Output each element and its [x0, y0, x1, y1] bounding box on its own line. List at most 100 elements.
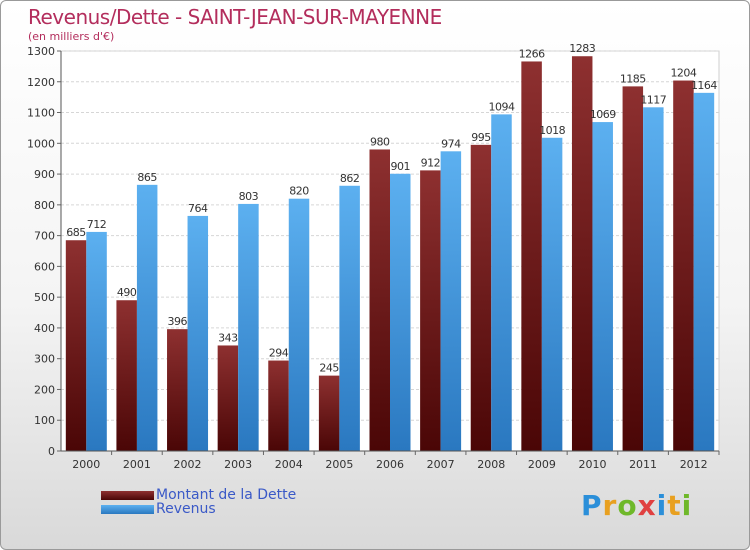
data-label-debt: 1266 [519, 47, 545, 60]
logo-letter: r [602, 489, 618, 522]
y-tick-label: 900 [34, 168, 55, 181]
bar-debt [470, 144, 492, 451]
x-tick-label: 2012 [680, 458, 708, 471]
y-tick-label: 800 [34, 199, 55, 212]
bar-revenus [491, 114, 512, 451]
data-label-revenus: 764 [188, 202, 208, 215]
x-tick-label: 2006 [376, 458, 404, 471]
bar-debt [521, 61, 542, 451]
bar-revenus [390, 173, 411, 451]
legend-label-debt: Montant de la Dette [156, 487, 297, 503]
data-label-revenus: 862 [340, 172, 360, 185]
x-tick-label: 2008 [477, 458, 505, 471]
data-label-debt: 343 [218, 331, 238, 344]
bar-debt [673, 80, 694, 452]
bar-debt [318, 375, 340, 451]
y-tick-label: 0 [48, 445, 55, 458]
x-tick-label: 2002 [174, 458, 202, 471]
bar-revenus [187, 215, 209, 451]
data-label-debt: 245 [319, 362, 339, 375]
bar-debt [65, 240, 87, 451]
y-tick-label: 1200 [27, 76, 55, 89]
data-label-revenus: 865 [137, 171, 157, 184]
x-tick-label: 2005 [325, 458, 353, 471]
bar-debt [217, 345, 239, 451]
chart-title: Revenus/Dette - SAINT-JEAN-SUR-MAYENNE [28, 5, 442, 29]
legend-swatch-revenus [101, 504, 154, 514]
bar-debt [622, 86, 644, 451]
data-label-revenus: 974 [441, 137, 461, 150]
y-tick-label: 200 [34, 383, 55, 396]
bar-revenus [643, 107, 664, 452]
bar-revenus [541, 137, 563, 451]
bar-revenus [592, 122, 613, 452]
data-label-debt: 1204 [670, 67, 696, 80]
data-label-debt: 912 [421, 156, 441, 169]
y-tick-label: 400 [34, 322, 55, 335]
data-label-debt: 294 [269, 347, 289, 360]
y-tick-label: 1100 [27, 107, 55, 120]
data-label-revenus: 1018 [539, 124, 565, 137]
y-tick-label: 500 [34, 291, 55, 304]
bar-revenus [238, 203, 259, 451]
axes: 0 100 200 300 400 500 600 700 800 900 1000 1100 1200… [27, 45, 720, 471]
x-tick-label: 2001 [123, 458, 151, 471]
y-tick-label: 600 [34, 260, 55, 273]
y-tick-label: 1000 [27, 137, 55, 150]
data-label-debt: 685 [66, 226, 86, 239]
x-tick-label: 2011 [629, 458, 657, 471]
logo-letter: t [667, 489, 682, 522]
data-label-revenus: 712 [87, 218, 107, 231]
data-label-revenus: 901 [391, 160, 411, 173]
y-tick-label: 1300 [27, 45, 55, 58]
data-label-debt: 1185 [620, 72, 646, 85]
data-label-revenus: 1117 [640, 93, 666, 106]
x-tick-label: 2010 [578, 458, 606, 471]
x-tick-label: 2004 [275, 458, 303, 471]
bar-revenus [440, 151, 462, 452]
legend-item-debt: Montant de la Dette [101, 487, 296, 503]
bar-debt [116, 300, 137, 451]
logo-letter: x [637, 489, 657, 522]
bar-debt [268, 360, 289, 451]
legend-item-revenus: Revenus [101, 501, 216, 517]
legend-label-revenus: Revenus [156, 501, 216, 517]
x-tick-label: 2007 [427, 458, 455, 471]
bar-debt [369, 149, 390, 451]
x-tick-label: 2009 [528, 458, 556, 471]
bar-revenus [86, 231, 107, 451]
bar-revenus [693, 92, 715, 451]
data-label-debt: 490 [117, 286, 137, 299]
data-label-revenus: 1069 [590, 108, 616, 121]
logo-letter: i [681, 489, 693, 522]
x-tick-label: 2003 [224, 458, 252, 471]
logo-letter: P [581, 489, 603, 522]
legend-swatch-debt [101, 490, 154, 500]
data-labels: 6857124908653967643438032948202458629809… [66, 42, 718, 375]
proxiti-logo: Proxiti [581, 489, 692, 522]
logo-letter: o [617, 489, 638, 522]
bar-revenus [339, 185, 360, 451]
y-tick-label: 700 [34, 230, 55, 243]
chart-subtitle: (en milliers d'€) [28, 30, 115, 43]
data-label-debt: 980 [370, 135, 390, 148]
bar-debt [167, 329, 188, 451]
bar-debt [420, 170, 441, 451]
data-label-revenus: 1094 [488, 100, 514, 113]
logo-letter: i [656, 489, 668, 522]
bar-revenus [136, 184, 158, 451]
x-tick-label: 2000 [72, 458, 100, 471]
data-label-revenus: 803 [239, 190, 259, 203]
bars [65, 56, 715, 452]
data-label-debt: 995 [471, 131, 491, 144]
y-tick-label: 100 [34, 414, 55, 427]
bar-debt [571, 56, 593, 451]
bar-revenus [288, 198, 310, 451]
data-label-revenus: 820 [289, 185, 309, 198]
data-label-debt: 396 [168, 315, 188, 328]
y-tick-label: 300 [34, 353, 55, 366]
data-label-revenus: 1164 [691, 79, 717, 92]
data-label-debt: 1283 [569, 42, 595, 55]
